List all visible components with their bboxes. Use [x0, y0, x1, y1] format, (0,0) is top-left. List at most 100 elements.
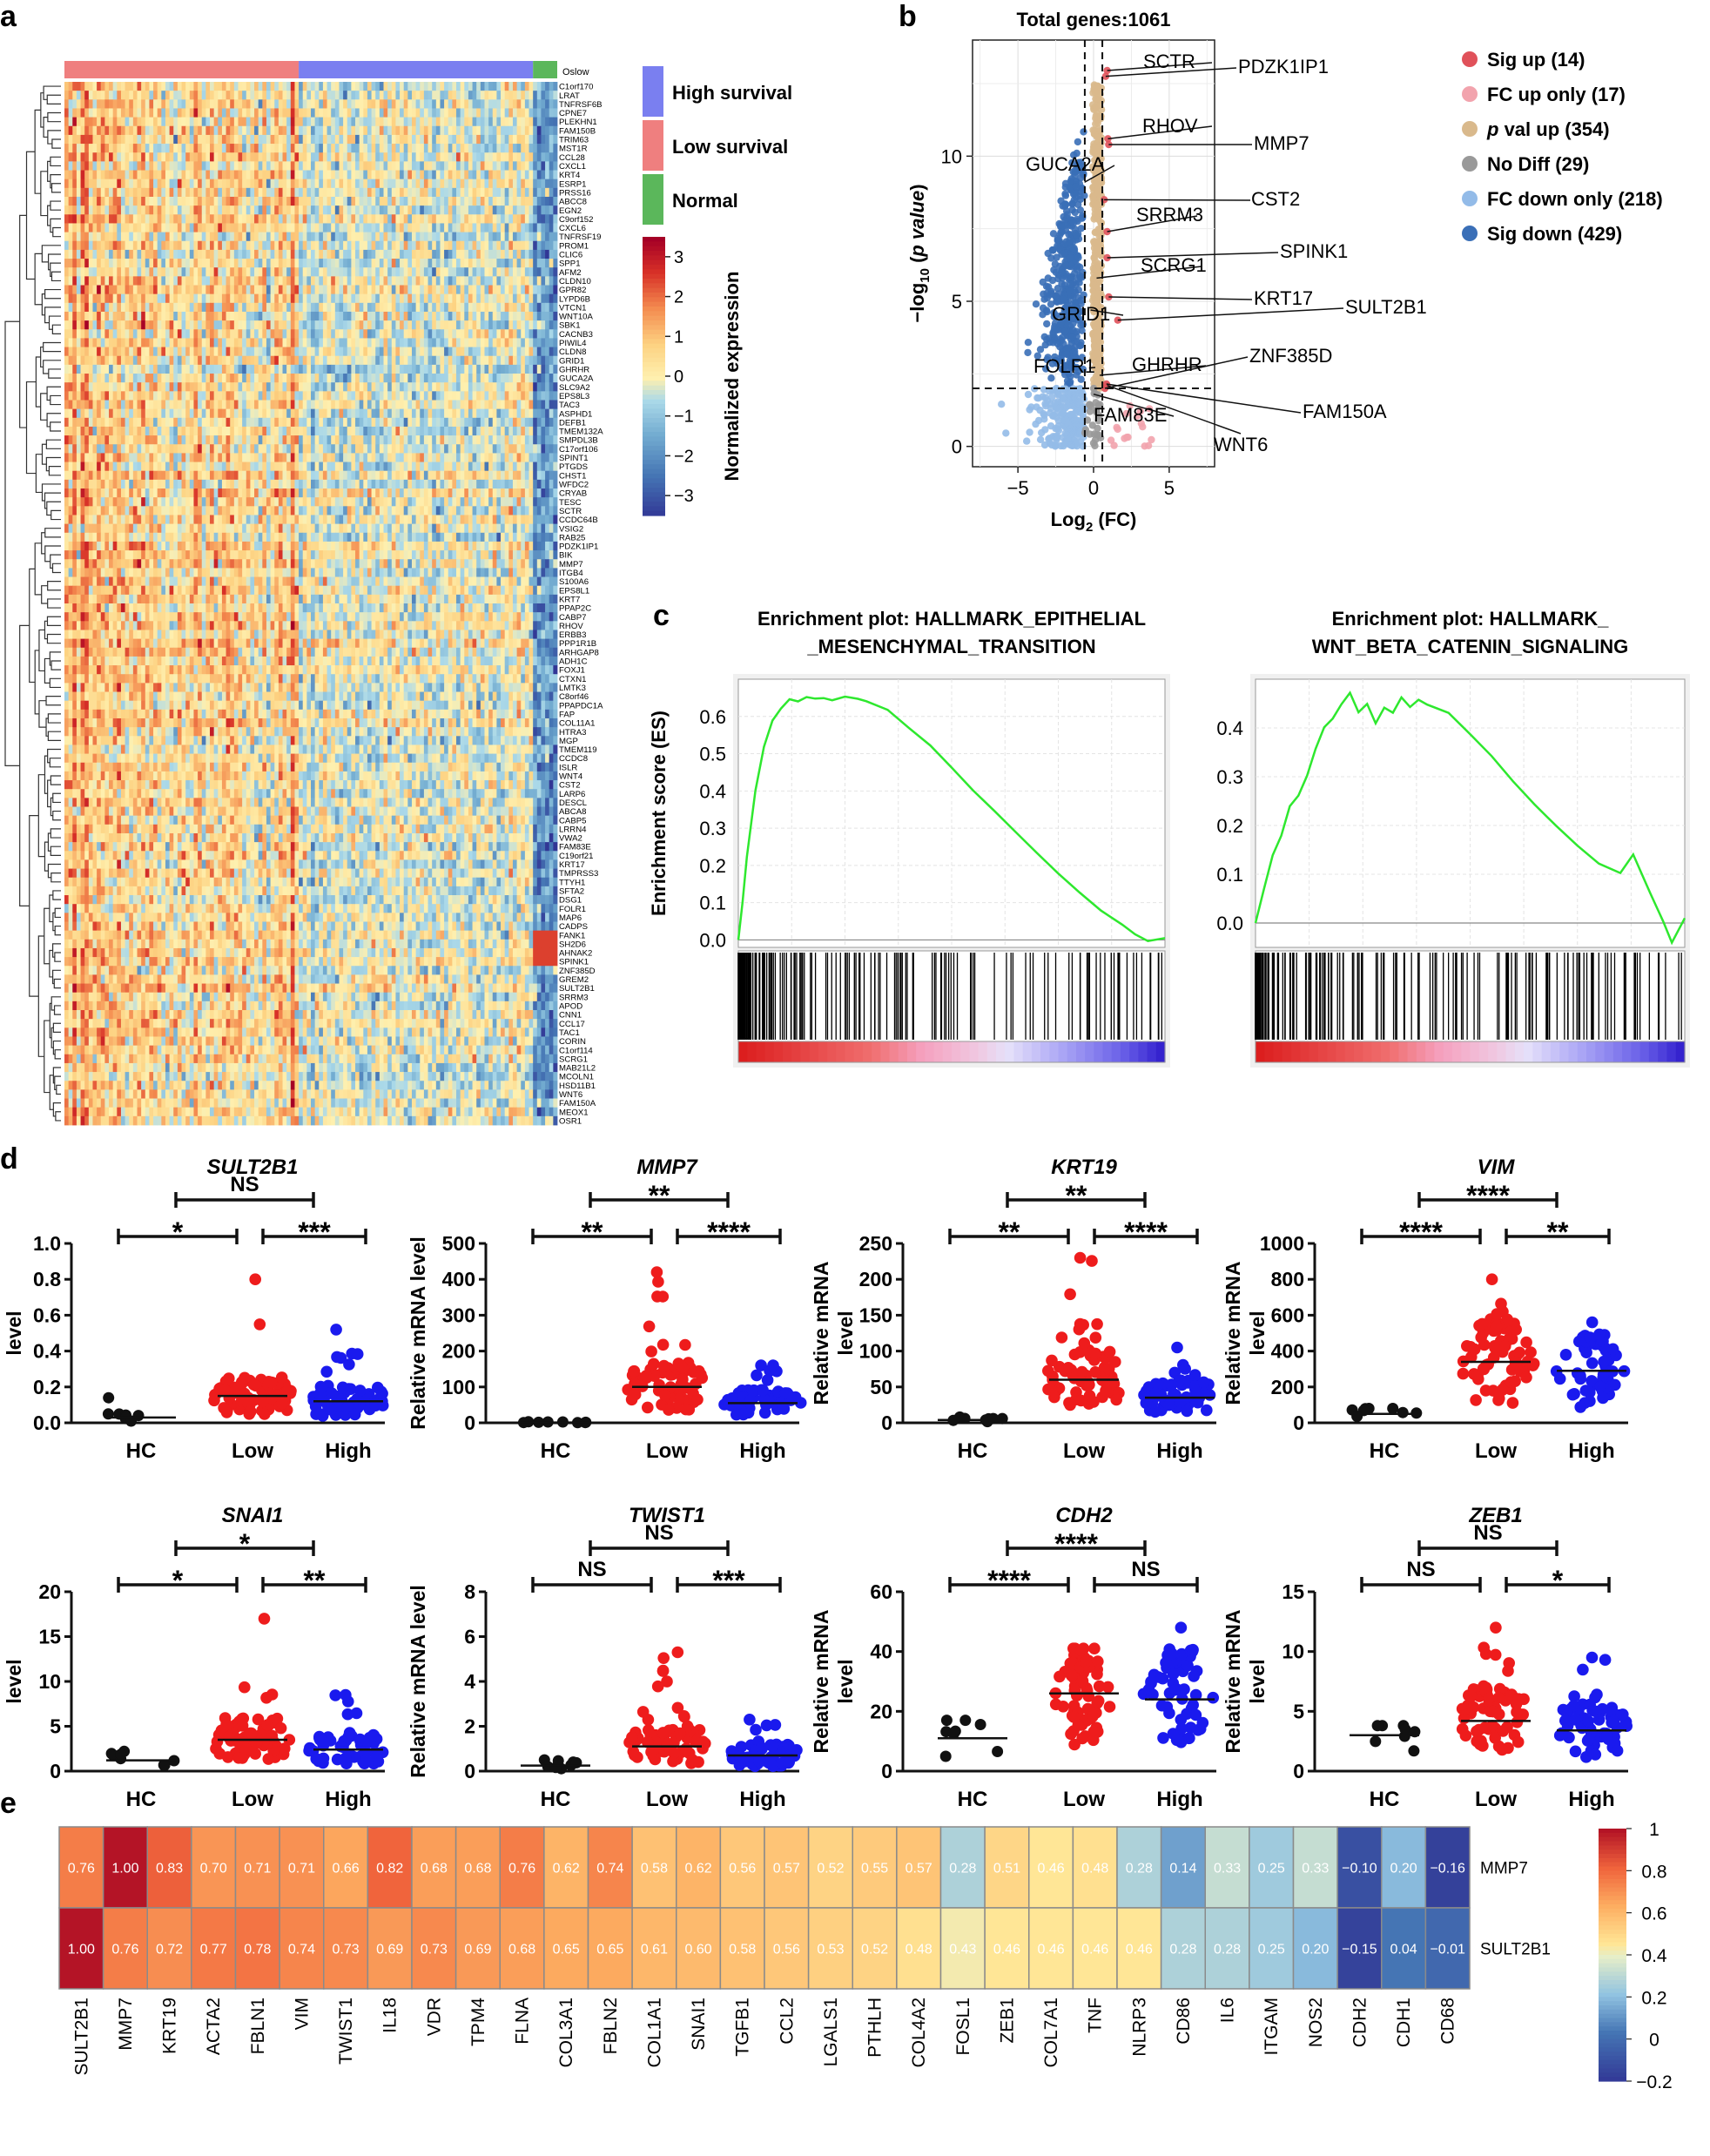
heatmap-cell [205, 249, 211, 259]
heatmap-cell [189, 355, 194, 366]
heatmap-cell [327, 125, 332, 136]
heatmap-cell [250, 374, 255, 383]
heatmap-cell [282, 382, 287, 392]
heatmap-cell [230, 408, 235, 419]
heatmap-cell [334, 408, 340, 419]
heatmap-cell [435, 144, 441, 153]
heatmap-cell [84, 134, 90, 145]
heatmap-cell [92, 82, 98, 91]
heatmap-cell [230, 205, 235, 215]
heatmap-cell [351, 99, 356, 109]
heatmap-cell [84, 144, 90, 153]
heatmap-cell [68, 293, 73, 304]
heatmap-cell [210, 338, 215, 347]
heatmap-cell [351, 426, 356, 436]
heatmap-cell [242, 91, 247, 100]
heatmap-cell [210, 293, 215, 304]
heatmap-cell [339, 249, 344, 259]
heatmap-cell [367, 374, 372, 383]
heatmap-cell [161, 408, 166, 419]
heatmap-cell [270, 329, 275, 339]
heatmap-cell [246, 117, 251, 127]
heatmap-cell [415, 338, 421, 347]
heatmap-cell [125, 99, 130, 109]
heatmap-cell [504, 382, 509, 392]
heatmap-cell [371, 382, 376, 392]
heatmap-cell [371, 259, 376, 268]
heatmap-cell [347, 382, 352, 392]
heatmap-cell [278, 223, 283, 232]
heatmap-cell [448, 82, 453, 91]
heatmap-cell [141, 134, 146, 145]
heatmap-cell [132, 196, 138, 206]
heatmap-cell [521, 108, 526, 118]
heatmap-cell [496, 259, 502, 268]
heatmap-cell [444, 179, 449, 189]
heatmap-cell [141, 187, 146, 198]
heatmap-cell [314, 170, 320, 180]
heatmap-cell [435, 240, 441, 251]
heatmap-cell [468, 408, 473, 419]
heatmap-cell [432, 82, 437, 91]
heatmap-cell [420, 320, 425, 330]
heatmap-cell [72, 391, 77, 401]
heatmap-cell [189, 302, 194, 313]
heatmap-cell [282, 240, 287, 251]
heatmap-cell [145, 426, 150, 436]
heatmap-cell [452, 408, 457, 419]
heatmap-cell [488, 108, 494, 118]
heatmap-cell [246, 311, 251, 321]
heatmap-cell [423, 82, 428, 91]
heatmap-cell [68, 161, 73, 171]
heatmap-cell [185, 91, 191, 100]
heatmap-cell [76, 152, 81, 162]
heatmap-cell [428, 285, 433, 295]
heatmap-cell [468, 196, 473, 206]
heatmap-cell [508, 232, 514, 242]
heatmap-cell [420, 364, 425, 374]
heatmap-cell [213, 134, 219, 145]
heatmap-cell [238, 391, 243, 401]
heatmap-cell [153, 374, 158, 383]
heatmap-cell [72, 117, 77, 127]
heatmap-cell [137, 187, 142, 198]
heatmap-cell [157, 117, 162, 127]
heatmap-cell [444, 152, 449, 162]
heatmap-cell [181, 276, 186, 286]
heatmap-cell [512, 161, 518, 171]
heatmap-cell [201, 99, 206, 109]
heatmap-cell [100, 117, 105, 127]
heatmap-cell [246, 99, 251, 109]
heatmap-cell [319, 276, 324, 286]
heatmap-cell [476, 187, 481, 198]
heatmap-cell [545, 214, 550, 224]
heatmap-cell [371, 134, 376, 145]
heatmap-cell [104, 408, 110, 419]
heatmap-cell [290, 267, 295, 277]
heatmap-cell [456, 408, 461, 419]
heatmap-cell [448, 214, 453, 224]
heatmap-cell [92, 196, 98, 206]
heatmap-cell [327, 214, 332, 224]
heatmap-cell [367, 223, 372, 232]
heatmap-cell [205, 347, 211, 357]
heatmap-cell [117, 391, 122, 401]
heatmap-cell [189, 82, 194, 91]
heatmap-cell [464, 259, 469, 268]
heatmap-cell [76, 293, 81, 304]
heatmap-cell [266, 374, 272, 383]
heatmap-cell [415, 117, 421, 127]
heatmap-cell [210, 170, 215, 180]
heatmap-cell [484, 391, 489, 401]
heatmap-cell [545, 108, 550, 118]
heatmap-cell [205, 311, 211, 321]
heatmap-cell [185, 249, 191, 259]
heatmap-cell [157, 311, 162, 321]
heatmap-cell [311, 223, 316, 232]
heatmap-cell [488, 408, 494, 419]
heatmap-cell [452, 82, 457, 91]
heatmap-cell [553, 232, 558, 242]
heatmap-cell [411, 374, 417, 383]
heatmap-cell [423, 179, 428, 189]
heatmap-cell [250, 82, 255, 91]
